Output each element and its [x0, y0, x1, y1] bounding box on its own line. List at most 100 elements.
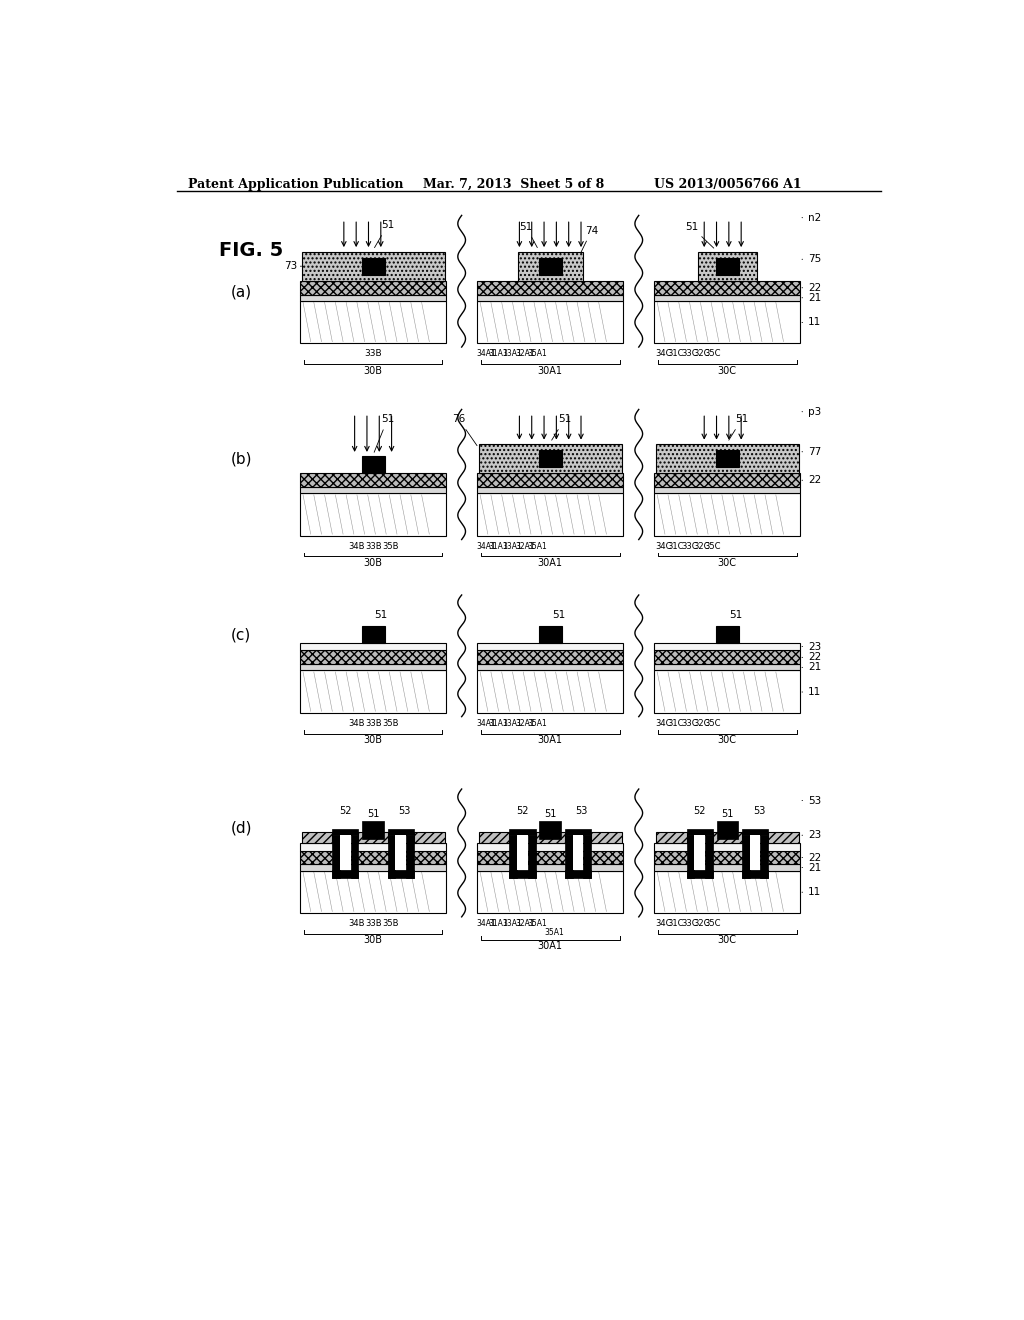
Text: 34C: 34C — [655, 543, 672, 550]
Bar — [517, 836, 528, 870]
Bar — [698, 252, 757, 281]
Text: 30A1: 30A1 — [538, 941, 563, 952]
Text: Mar. 7, 2013  Sheet 5 of 8: Mar. 7, 2013 Sheet 5 of 8 — [423, 178, 604, 190]
Text: 51: 51 — [375, 610, 388, 619]
Text: 53: 53 — [575, 807, 588, 816]
Text: 76: 76 — [453, 414, 477, 446]
Text: 75: 75 — [802, 255, 821, 264]
Bar — [300, 843, 446, 850]
Bar — [655, 444, 799, 474]
Text: 31C: 31C — [668, 543, 684, 550]
Text: 30A1: 30A1 — [538, 735, 563, 744]
Bar — [333, 829, 358, 836]
Bar — [414, 832, 444, 843]
Bar — [654, 671, 801, 713]
Text: 31C: 31C — [668, 919, 684, 928]
Bar — [654, 850, 801, 865]
Bar — [301, 832, 333, 843]
Bar — [565, 829, 591, 836]
Bar — [742, 829, 768, 836]
Text: 51: 51 — [552, 414, 571, 440]
Text: 22: 22 — [802, 652, 821, 663]
Text: 77: 77 — [802, 446, 821, 457]
Bar — [742, 870, 768, 878]
Bar — [407, 836, 414, 878]
Text: (c): (c) — [230, 627, 251, 643]
Text: 32C: 32C — [693, 350, 711, 358]
Text: 52: 52 — [693, 807, 706, 816]
Text: 33B: 33B — [365, 919, 381, 928]
Text: 34B: 34B — [348, 919, 365, 928]
Text: 32A1: 32A1 — [516, 719, 536, 727]
Text: 34C: 34C — [655, 350, 672, 358]
Bar — [477, 671, 624, 713]
Text: 31A1: 31A1 — [488, 350, 509, 358]
Bar — [654, 643, 801, 651]
Text: 30B: 30B — [364, 366, 383, 375]
Bar — [333, 836, 340, 878]
Bar — [540, 821, 561, 840]
Bar — [705, 836, 713, 878]
Text: 34C: 34C — [655, 719, 672, 727]
Text: 31A1: 31A1 — [488, 719, 509, 727]
Text: 21: 21 — [802, 293, 821, 302]
Text: 51: 51 — [367, 809, 379, 818]
Text: p3: p3 — [802, 407, 821, 417]
Bar — [694, 836, 705, 870]
Text: 35A1: 35A1 — [527, 350, 547, 358]
Bar — [300, 871, 446, 913]
Bar — [477, 474, 624, 487]
Bar — [361, 626, 385, 643]
Bar — [362, 821, 384, 840]
Text: 33C: 33C — [681, 543, 698, 550]
Bar — [300, 294, 446, 301]
Bar — [654, 865, 801, 871]
Bar — [572, 836, 584, 870]
Text: 35C: 35C — [705, 543, 721, 550]
Bar — [388, 836, 395, 878]
Bar — [477, 871, 624, 913]
Text: (b): (b) — [230, 451, 252, 466]
Text: 33A1: 33A1 — [503, 719, 522, 727]
Bar — [477, 494, 624, 536]
Bar — [395, 836, 407, 870]
Text: 11: 11 — [802, 317, 821, 327]
Bar — [654, 843, 801, 850]
Text: 21: 21 — [802, 663, 821, 672]
Text: 35B: 35B — [382, 919, 398, 928]
Text: 35A1: 35A1 — [544, 928, 564, 937]
Text: 32C: 32C — [693, 919, 711, 928]
Bar — [750, 836, 761, 870]
Bar — [509, 836, 517, 878]
Bar — [565, 870, 591, 878]
Bar — [300, 865, 446, 871]
Bar — [478, 444, 622, 474]
Bar — [361, 257, 385, 275]
Text: 21: 21 — [802, 862, 821, 873]
Bar — [768, 832, 799, 843]
Bar — [717, 821, 738, 840]
Bar — [300, 494, 446, 536]
Bar — [716, 626, 739, 643]
Bar — [654, 871, 801, 913]
Bar — [654, 301, 801, 343]
Bar — [477, 294, 624, 301]
Text: 30C: 30C — [718, 558, 737, 568]
Bar — [351, 836, 358, 878]
Bar — [509, 829, 536, 836]
Text: 35A1: 35A1 — [527, 719, 547, 727]
Bar — [300, 301, 446, 343]
Bar — [340, 836, 351, 870]
Text: 52: 52 — [339, 807, 351, 816]
Text: 51: 51 — [375, 220, 394, 248]
Bar — [654, 494, 801, 536]
Text: 52: 52 — [516, 807, 528, 816]
Text: 35C: 35C — [705, 719, 721, 727]
Bar — [300, 671, 446, 713]
Bar — [477, 487, 624, 494]
Text: (d): (d) — [230, 820, 252, 836]
Bar — [654, 281, 801, 294]
Bar — [300, 850, 446, 865]
Text: 51: 51 — [544, 809, 556, 818]
Text: 32A1: 32A1 — [516, 919, 536, 928]
